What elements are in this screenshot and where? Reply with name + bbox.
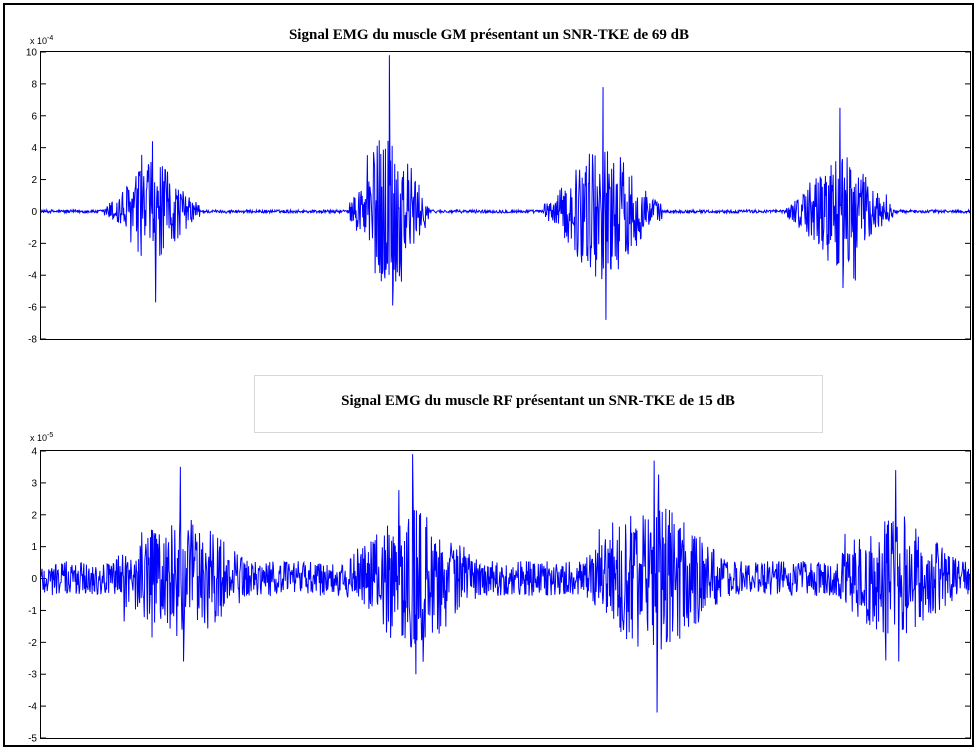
chart-rf-title-box bbox=[254, 375, 823, 433]
chart-gm-yticks: -8 -6 -4 -2 0 2 4 6 8 10 bbox=[26, 48, 970, 346]
chart-gm-exponent: x 10-4 bbox=[30, 35, 53, 46]
ytick-label: 4 bbox=[31, 143, 37, 154]
chart-gm-series-line bbox=[40, 55, 971, 320]
ytick-label: 1 bbox=[31, 542, 37, 553]
chart-gm: Signal EMG du muscle GM présentant un SN… bbox=[26, 27, 971, 346]
ytick-label: 8 bbox=[31, 79, 37, 90]
ytick-label: 0 bbox=[31, 574, 37, 585]
ytick-label: -6 bbox=[28, 303, 37, 314]
ytick-label: 2 bbox=[31, 175, 37, 186]
chart-rf-title: Signal EMG du muscle RF présentant un SN… bbox=[341, 393, 735, 409]
ytick-label: 4 bbox=[31, 447, 37, 458]
chart-rf-exponent: x 10-5 bbox=[30, 432, 53, 443]
ytick-label: -1 bbox=[28, 606, 37, 617]
ytick-label: 3 bbox=[31, 478, 37, 489]
ytick-label: 2 bbox=[31, 510, 37, 521]
ytick-label: -2 bbox=[28, 638, 37, 649]
chart-gm-title: Signal EMG du muscle GM présentant un SN… bbox=[289, 27, 689, 43]
ytick-label: 6 bbox=[31, 111, 37, 122]
ytick-label: 0 bbox=[31, 207, 37, 218]
ytick-label: 10 bbox=[26, 48, 38, 59]
ytick-label: -3 bbox=[28, 670, 37, 681]
ytick-label: -8 bbox=[28, 335, 37, 346]
ytick-label: -4 bbox=[28, 271, 37, 282]
ytick-label: -4 bbox=[28, 702, 37, 713]
ytick-label: -5 bbox=[28, 734, 37, 745]
ytick-label: -2 bbox=[28, 239, 37, 250]
chart-rf: Signal EMG du muscle RF présentant un SN… bbox=[28, 375, 971, 745]
chart-rf-yticks: -5 -4 -3 -2 -1 0 1 2 3 4 bbox=[28, 447, 970, 745]
chart-rf-series-line bbox=[40, 454, 971, 713]
